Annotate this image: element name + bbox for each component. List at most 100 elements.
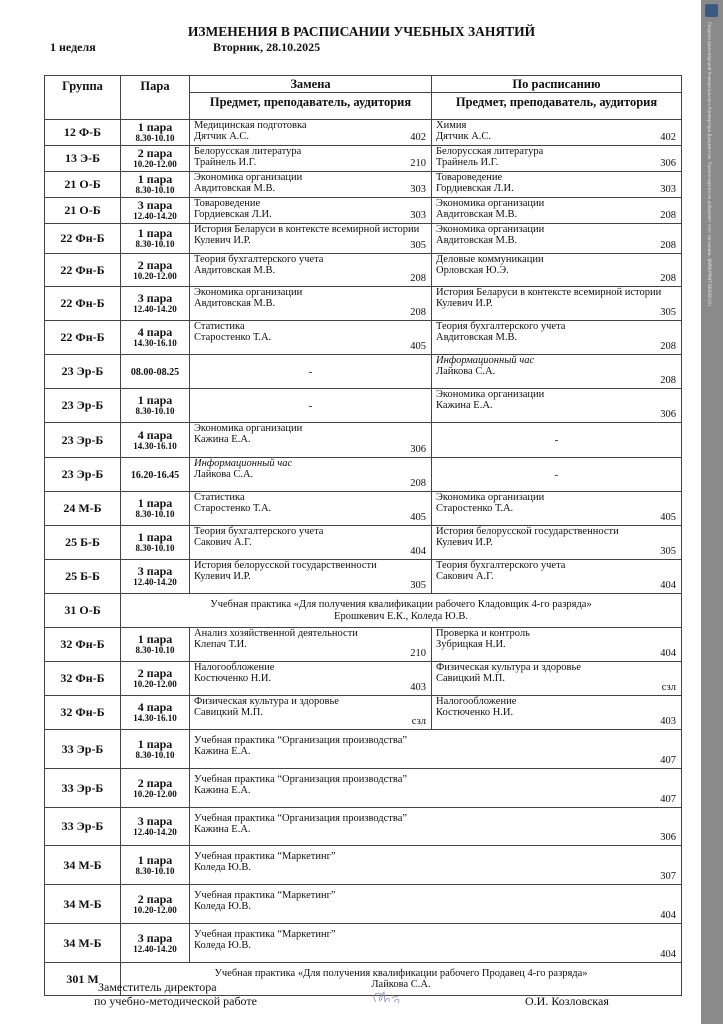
signature-image: [373, 990, 400, 1004]
para-number: 3 пара: [137, 291, 173, 306]
schedule-subject: История Беларуси в контексте всемирной и…: [436, 287, 662, 298]
para-cell: 1 пара 8.30-10.10: [120, 627, 190, 662]
schedule-entry: Физическая культура и здоровье Савицкий М…: [432, 662, 681, 695]
table-row: 23 Эр-Б 16.20-16.45 Информационный час Лайк…: [44, 457, 682, 492]
replacement-teacher: Клепач Т.И.: [194, 638, 247, 650]
group-cell: 23 Эр-Б: [44, 422, 121, 458]
para-cell: 3 пара 12.40-14.20: [120, 807, 190, 846]
practice-title: Учебная практика «Для получения квалифик…: [214, 967, 588, 979]
replacement-room: 403: [410, 681, 426, 693]
replacement-room: 210: [410, 647, 426, 659]
para-number: 2 пара: [137, 666, 173, 681]
schedule-subject: Товароведение: [436, 172, 503, 183]
schedule-cell: Теория бухгалтерского учета Авдитовская М…: [431, 320, 682, 355]
para-time: 8.30-10.10: [135, 543, 175, 554]
replacement-room: 210: [410, 157, 426, 169]
schedule-teacher: Зубрицкая Н.И.: [436, 638, 506, 650]
schedule-room: 208: [660, 374, 676, 386]
replacement-cell: Экономика организации Авдитовская М.В. 208: [189, 286, 432, 321]
schedule-entry: Белорусская литература Трайнель И.Г. 306: [432, 146, 681, 171]
schedule-subject: Теория бухгалтерского учета: [436, 560, 566, 571]
merged-entry: Учебная практика “Организация производст…: [190, 808, 681, 845]
replacement-teacher: Дятчик А.С.: [194, 130, 250, 142]
para-time: 10.20-12.00: [133, 270, 177, 281]
merged-room: 407: [660, 754, 676, 766]
group-cell: 25 Б-Б: [44, 525, 121, 560]
schedule-cell: Товароведение Гордиевская Л.И. 303: [431, 171, 682, 198]
para-cell: 08.00-08.25: [120, 354, 190, 389]
para-number: 1 пара: [137, 226, 173, 241]
schedule-room: 306: [660, 157, 676, 169]
replacement-empty-dash: -: [308, 399, 313, 412]
schedule-entry: Экономика организации Авдитовская М.В. 208: [432, 224, 681, 253]
schedule-subject: Налогообложение: [436, 696, 517, 707]
schedule-subject: Деловые коммуникации: [436, 254, 544, 265]
table-row: 301 М Учебная практика «Для получения ква…: [44, 962, 682, 996]
replacement-entry: Медицинская подготовка Дятчик А.С. 402: [190, 120, 431, 145]
replacement-entry: Белорусская литература Трайнель И.Г. 210: [190, 146, 431, 171]
schedule-teacher: Кажина Е.А.: [436, 399, 493, 411]
para-number: 1 пара: [137, 393, 173, 408]
replacement-subject: Экономика организации: [194, 423, 303, 434]
para-time: 8.30-10.10: [135, 239, 175, 250]
table-row: 22 Фн-Б 2 пара 10.20-12.00 Теория бухгалтер…: [44, 253, 682, 287]
para-cell: 16.20-16.45: [120, 457, 190, 492]
para-cell: 2 пара 10.20-12.00: [120, 884, 190, 924]
table-row: 22 Фн-Б 1 пара 8.30-10.10 История Беларуси …: [44, 223, 682, 254]
para-time: 10.20-12.00: [133, 788, 177, 799]
merged-subject: Учебная практика “Организация производст…: [194, 735, 408, 746]
replacement-entry: Анализ хозяйственной деятельности Клепач …: [190, 628, 431, 661]
replacement-entry: Налогообложение Костюченко Н.И. 403: [190, 662, 431, 695]
schedule-teacher: Трайнель И.Г.: [436, 156, 499, 168]
schedule-room: 403: [660, 715, 676, 727]
para-cell: 1 пара 8.30-10.10: [120, 223, 190, 254]
replacement-teacher: Кажина Е.А.: [194, 433, 251, 445]
para-number: 4 пара: [137, 325, 173, 340]
group-cell: 21 О-Б: [44, 197, 121, 224]
replacement-entry: Статистика Старостенко Т.А. 405: [190, 492, 431, 525]
schedule-subject: Экономика организации: [436, 198, 545, 209]
table-row: 34 М-Б 2 пара 10.20-12.00 Учебная практика …: [44, 884, 682, 924]
replacement-teacher: Авдитовская М.В.: [194, 264, 276, 276]
replacement-cell: Товароведение Гордиевская Л.И. 303: [189, 197, 432, 224]
table-row: 31 О-Б Учебная практика «Для получения кв…: [44, 593, 682, 628]
replacement-entry: Информационный час Лайкова С.А. 208: [190, 458, 431, 491]
table-row: 23 Эр-Б 08.00-08.25 - Информационный час Лай…: [44, 354, 682, 389]
replacement-subject: Статистика: [194, 321, 245, 332]
replacement-entry: История Беларуси в контексте всемирной и…: [190, 224, 431, 253]
schedule-room: 306: [660, 408, 676, 420]
schedule-teacher: Кулевич И.Р.: [436, 536, 493, 548]
replacement-room: 405: [410, 340, 426, 352]
replacement-cell: Теория бухгалтерского учета Авдитовская М…: [189, 253, 432, 287]
schedule-teacher: Авдитовская М.В.: [436, 331, 518, 343]
replacement-cell: Информационный час Лайкова С.А. 208: [189, 457, 432, 492]
schedule-teacher: Дятчик А.С.: [436, 130, 492, 142]
converter-watermark-bar: Создано демо-версией Универсального Конв…: [701, 0, 723, 1024]
replacement-room: 305: [410, 579, 426, 591]
group-cell: 22 Фн-Б: [44, 320, 121, 355]
week-label: 1 неделя: [50, 40, 96, 54]
schedule-room: 208: [660, 239, 676, 251]
merged-teacher: Кажина Е.А.: [194, 823, 251, 835]
para-time: 16.20-16.45: [130, 470, 180, 482]
table-row: 33 Эр-Б 1 пара 8.30-10.10 Учебная практика …: [44, 729, 682, 769]
schedule-room: 405: [660, 511, 676, 523]
schedule-changes-table: Группа Пара Замена По расписанию Предмет…: [44, 75, 682, 996]
schedule-room: 404: [660, 647, 676, 659]
group-cell: 33 Эр-Б: [44, 729, 121, 769]
para-number: 4 пара: [137, 427, 173, 442]
para-number: 1 пара: [137, 632, 173, 647]
replacement-subject: Анализ хозяйственной деятельности: [194, 628, 358, 639]
para-time: 10.20-12.00: [133, 904, 177, 915]
replacement-entry: Экономика организации Кажина Е.А. 306: [190, 423, 431, 457]
schedule-room: 208: [660, 340, 676, 352]
replacement-teacher: Кулевич И.Р.: [194, 570, 251, 582]
schedule-room: 305: [660, 306, 676, 318]
merged-practice-cell: Учебная практика «Для получения квалифик…: [120, 593, 682, 628]
converter-logo-icon: [705, 4, 718, 17]
schedule-entry: Экономика организации Кажина Е.А. 306: [432, 389, 681, 422]
para-time: 12.40-14.20: [133, 577, 177, 588]
replacement-cell: Анализ хозяйственной деятельности Клепач …: [189, 627, 432, 662]
merged-entry: Учебная практика “Организация производст…: [190, 730, 681, 768]
para-time: 14.30-16.10: [133, 713, 177, 724]
